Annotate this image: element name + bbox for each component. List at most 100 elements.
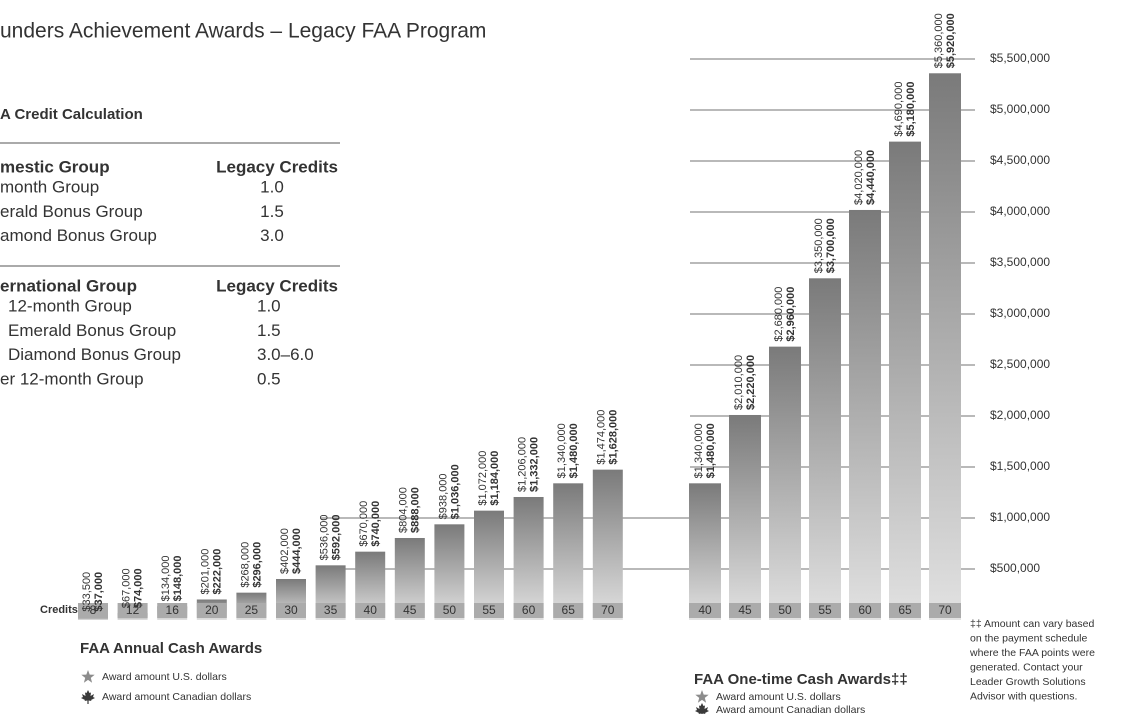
value-label: $740,000 <box>370 501 382 547</box>
y-tick-label: $500,000 <box>990 561 1040 575</box>
value-label: $592,000 <box>331 514 343 560</box>
table-cell: 1.5 <box>260 202 284 221</box>
star-icon <box>81 670 95 683</box>
page-title: unders Achievement Awards – Legacy FAA P… <box>0 20 486 43</box>
y-tick-label: $2,000,000 <box>990 408 1050 422</box>
value-label: $1,332,000 <box>529 437 541 492</box>
value-label: $5,920,000 <box>945 13 957 68</box>
x-tick-label: 20 <box>205 603 219 617</box>
legend-label: Award amount U.S. dollars <box>716 691 841 703</box>
value-label: $3,700,000 <box>825 218 837 273</box>
value-label: $1,474,000 <box>596 410 608 465</box>
bar <box>809 278 841 620</box>
value-label: $33,500 <box>81 572 93 612</box>
x-tick-label: 50 <box>778 603 792 617</box>
value-label: $444,000 <box>291 528 303 574</box>
x-tick-label: 60 <box>522 603 536 617</box>
table-title: A Credit Calculation <box>0 106 143 123</box>
bar <box>513 496 544 620</box>
value-label: $804,000 <box>398 487 410 533</box>
bars: 8$33,500 $37,000 12$67,000 $74,000 16 $134,00… <box>78 13 961 714</box>
table-cell: 3.0 <box>260 226 284 245</box>
table-cell: Emerald Bonus Group <box>8 321 176 340</box>
x-tick-label: 45 <box>738 603 752 617</box>
credit-table: mestic Group Legacy Credits month Group 1.0… <box>0 157 338 388</box>
bar <box>849 209 881 620</box>
value-label: $2,680,000 <box>773 287 785 342</box>
x-tick-label: 16 <box>166 603 180 617</box>
value-label: $37,000 <box>93 572 105 612</box>
category-box <box>196 603 227 618</box>
table-cell: 0.5 <box>257 369 281 388</box>
y-tick-label: $4,000,000 <box>990 204 1050 218</box>
category-box <box>553 603 584 618</box>
bar <box>769 346 801 620</box>
value-label: $148,000 <box>172 555 184 601</box>
value-label: $134,000 <box>160 555 172 601</box>
y-tick-label: $1,500,000 <box>990 459 1050 473</box>
category-box <box>889 603 921 618</box>
value-label: $536,000 <box>319 514 331 560</box>
value-label: $74,000 <box>133 568 145 608</box>
x-tick-label: 8 <box>90 603 97 617</box>
x-tick-label: 50 <box>443 603 457 617</box>
footnote-line: Advisor with questions. <box>970 690 1077 702</box>
table-cell: 1.0 <box>260 177 284 196</box>
category-box <box>729 603 761 618</box>
table-cell: Diamond Bonus Group <box>8 345 181 364</box>
x-tick-label: 65 <box>562 603 576 617</box>
y-tick-label: $2,500,000 <box>990 357 1050 371</box>
bar <box>689 483 721 620</box>
chart-title: FAA One-time Cash Awards‡‡ <box>694 671 908 688</box>
value-label: $4,690,000 <box>893 82 905 137</box>
footnote: ‡‡ Amount can vary based on the payment s… <box>969 618 1095 703</box>
legend-label: Award amount Canadian dollars <box>716 704 865 714</box>
x-tick-label: 65 <box>898 603 912 617</box>
category-box <box>434 603 465 618</box>
value-label: $938,000 <box>437 473 449 519</box>
table-cell: amond Bonus Group <box>0 226 157 245</box>
footnote-line: ‡‡ Amount can vary based <box>970 618 1094 630</box>
category-box <box>157 603 188 618</box>
bar <box>729 414 761 620</box>
value-label: $268,000 <box>239 542 251 588</box>
footnote-line: on the payment schedule <box>970 632 1087 644</box>
category-box <box>78 603 108 618</box>
legend-label: Award amount Canadian dollars <box>102 691 251 703</box>
category-box <box>394 603 425 618</box>
value-label: $67,000 <box>121 568 133 608</box>
category-box <box>689 603 721 618</box>
x-tick-label: 55 <box>818 603 832 617</box>
bar <box>889 141 921 620</box>
footnote-line: Leader Growth Solutions <box>970 676 1086 688</box>
bar <box>78 616 108 620</box>
x-tick-label: 70 <box>938 603 952 617</box>
category-box <box>276 603 306 618</box>
star-icon <box>695 690 709 703</box>
value-label: $3,350,000 <box>813 218 825 273</box>
category-box <box>236 603 267 618</box>
x-tick-label: 60 <box>858 603 872 617</box>
y-tick-label: $4,500,000 <box>990 153 1050 167</box>
x-tick-label: 30 <box>284 603 298 617</box>
x-tick-label: 40 <box>698 603 712 617</box>
category-box <box>315 603 346 618</box>
category-box <box>117 603 148 618</box>
leaf-icon <box>695 703 709 714</box>
y-tick-label: $1,000,000 <box>990 510 1050 524</box>
value-label: $888,000 <box>410 487 422 533</box>
table-cell: 1.0 <box>257 296 281 315</box>
table-header: Legacy Credits <box>216 276 338 295</box>
category-box <box>849 603 881 618</box>
category-box <box>809 603 841 618</box>
table-cell: 1.5 <box>257 321 281 340</box>
value-label: $1,480,000 <box>568 423 580 478</box>
x-tick-label: 55 <box>482 603 496 617</box>
y-tick-label: $3,500,000 <box>990 255 1050 269</box>
value-label: $4,020,000 <box>853 150 865 205</box>
x-tick-label: 70 <box>601 603 615 617</box>
leaf-icon <box>81 690 95 704</box>
value-label: $1,628,000 <box>608 410 620 465</box>
x-tick-label: 45 <box>403 603 417 617</box>
